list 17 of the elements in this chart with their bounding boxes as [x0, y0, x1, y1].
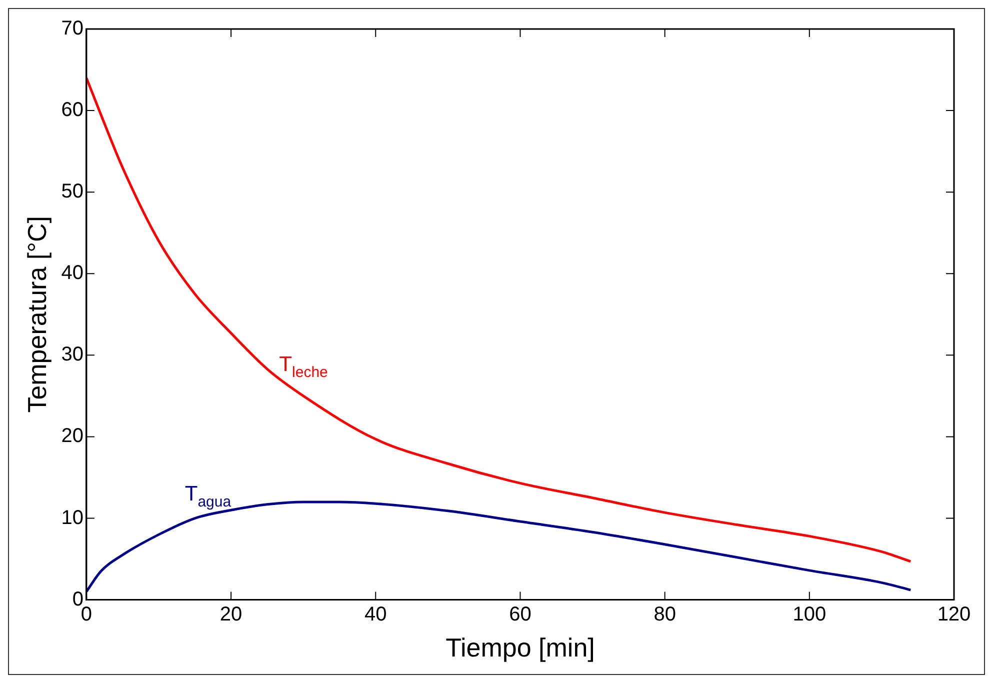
y-tick-label: 60 [61, 99, 84, 122]
x-tick-label: 60 [509, 603, 532, 626]
x-tick-label: 20 [220, 603, 242, 626]
y-tick-label: 0 [72, 588, 84, 610]
x-tick-label: 100 [792, 603, 826, 626]
x-tick-label: 120 [937, 603, 971, 626]
y-tick-label: 10 [61, 506, 84, 529]
x-axis-title: Tiempo [min] [446, 632, 595, 663]
y-axis-title: Temperatura [°C] [22, 216, 52, 413]
y-tick-label: 20 [61, 425, 84, 448]
y-tick-label: 30 [61, 344, 84, 366]
y-tick-label: 40 [61, 262, 84, 284]
y-tick-label: 70 [61, 18, 84, 40]
x-tick-label: 80 [654, 603, 676, 626]
x-tick-label: 40 [364, 603, 387, 626]
y-tick-label: 50 [61, 180, 84, 203]
line-series [86, 76, 912, 563]
